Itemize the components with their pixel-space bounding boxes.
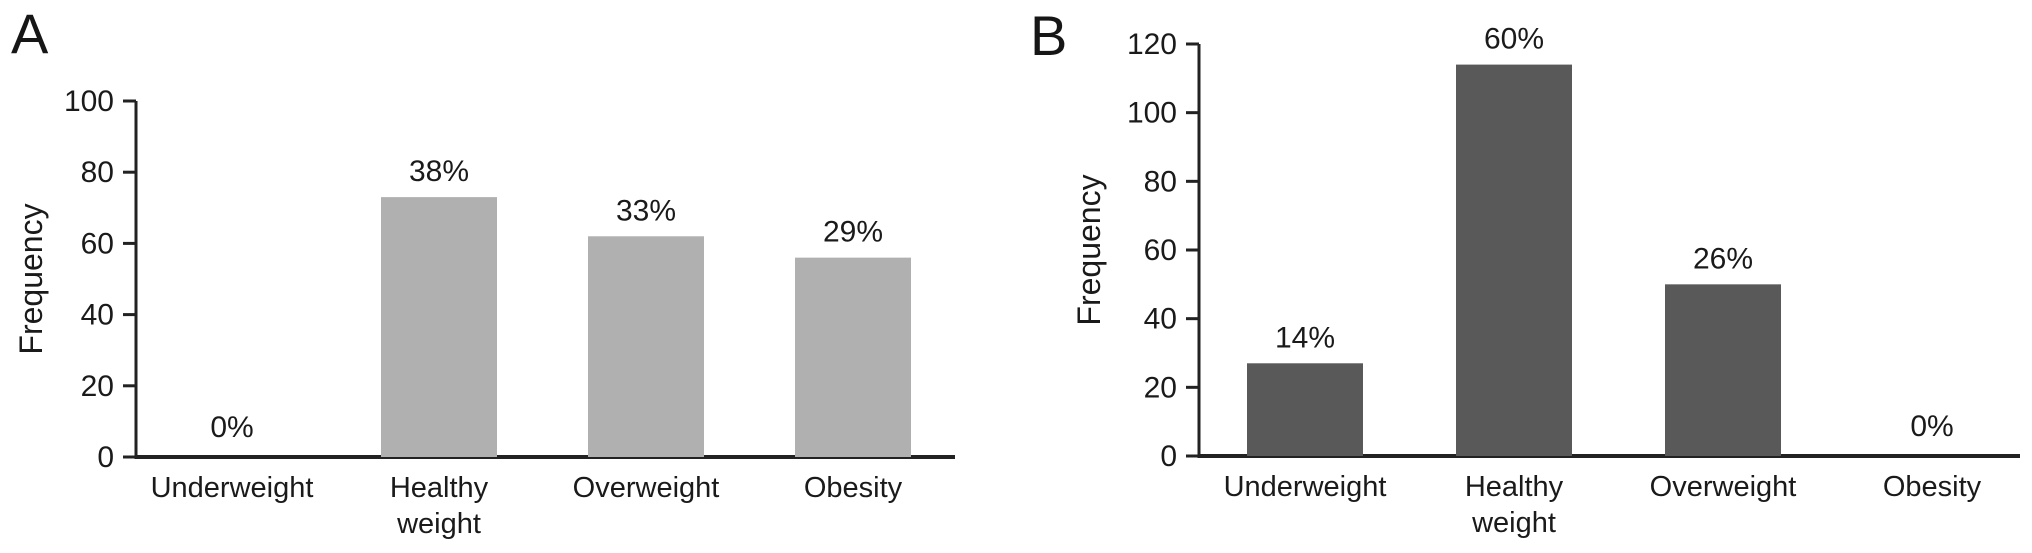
category-label-obesity: Obesity <box>1883 471 1982 503</box>
y-tick-label: 80 <box>1144 165 1177 198</box>
bar-underweight <box>1247 363 1363 456</box>
y-tick-label: 0 <box>97 441 114 474</box>
category-label-healthy-weight: weight <box>1471 507 1556 539</box>
category-label-overweight: Overweight <box>573 472 720 504</box>
bar-value-label-healthy-weight: 60% <box>1484 23 1544 56</box>
category-label-overweight: Overweight <box>1650 471 1797 503</box>
y-tick-label: 100 <box>64 85 114 118</box>
bar-value-label-obesity: 0% <box>1910 410 1953 443</box>
category-label-healthy-weight: weight <box>396 508 481 540</box>
bar-value-label-overweight: 33% <box>616 194 676 227</box>
bar-value-label-underweight: 0% <box>210 411 253 444</box>
y-tick-label: 120 <box>1127 28 1177 61</box>
y-tick-label: 20 <box>81 370 114 403</box>
panel-a-chart: 0 20 40 60 80 100 Frequency 0% Underweight 38% Hea… <box>13 85 955 540</box>
panel-a-label: A <box>11 2 49 65</box>
bar-healthy-weight <box>381 197 497 457</box>
y-tick-label: 60 <box>81 227 114 260</box>
y-tick-label: 80 <box>81 156 114 189</box>
category-label-healthy-weight: Healthy <box>390 472 489 504</box>
y-tick-label: 0 <box>1160 440 1177 473</box>
bar-overweight <box>1665 284 1781 456</box>
y-tick-label: 60 <box>1144 234 1177 267</box>
category-label-obesity: Obesity <box>804 472 903 504</box>
panel-b-chart: 0 20 40 60 80 100 120 Frequency 14% Underweight 60… <box>1071 23 2020 539</box>
category-label-underweight: Underweight <box>151 472 314 504</box>
bar-value-label-overweight: 26% <box>1693 242 1753 275</box>
bar-healthy-weight <box>1456 64 1572 456</box>
y-tick-label: 100 <box>1127 97 1177 130</box>
bar-value-label-obesity: 29% <box>823 216 883 249</box>
y-tick-label: 40 <box>1144 303 1177 336</box>
category-label-underweight: Underweight <box>1224 471 1387 503</box>
y-axis-title: Frequency <box>13 203 49 354</box>
bar-overweight <box>588 236 704 457</box>
y-tick-label: 20 <box>1144 371 1177 404</box>
y-tick-label: 40 <box>81 299 114 332</box>
bar-obesity <box>795 257 911 457</box>
y-axis-title: Frequency <box>1071 174 1107 325</box>
bar-value-label-underweight: 14% <box>1275 321 1335 354</box>
category-label-healthy-weight: Healthy <box>1465 471 1564 503</box>
bar-value-label-healthy-weight: 38% <box>409 155 469 188</box>
panel-b-label: B <box>1030 4 1068 67</box>
